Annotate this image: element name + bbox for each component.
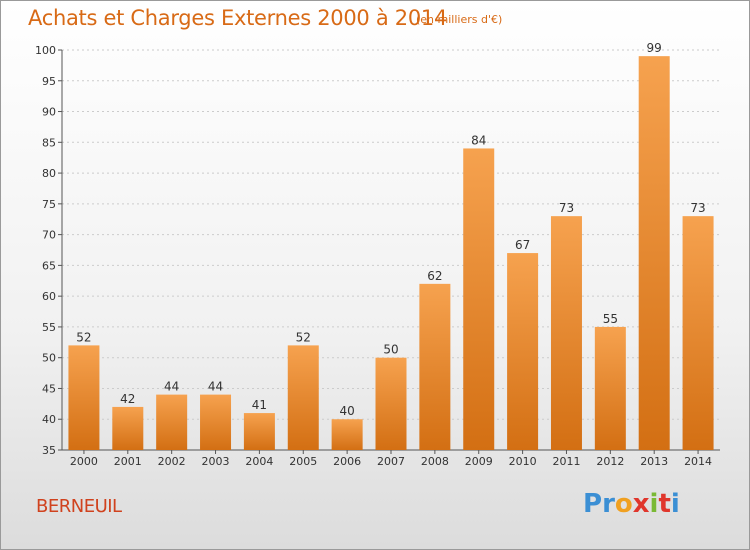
- x-tick-label: 2003: [202, 455, 230, 468]
- data-label: 52: [296, 330, 311, 344]
- logo-letter: i: [670, 489, 680, 519]
- logo-letter: x: [632, 489, 650, 519]
- bar-2000: [68, 345, 100, 450]
- data-label: 40: [339, 404, 354, 418]
- logo-letter: P: [583, 489, 603, 519]
- bar-2003: [200, 394, 232, 450]
- data-label: 73: [559, 201, 574, 215]
- y-tick-label: 90: [42, 106, 56, 119]
- bar-2014: [682, 216, 714, 450]
- x-tick-label: 2000: [70, 455, 98, 468]
- bar-2012: [594, 326, 626, 450]
- data-label: 67: [515, 238, 530, 252]
- bar-2007: [375, 357, 407, 450]
- x-tick-label: 2011: [552, 455, 580, 468]
- data-label: 55: [603, 312, 618, 326]
- logo-letter: r: [602, 489, 615, 519]
- data-label: 99: [647, 41, 662, 55]
- x-tick-label: 2001: [114, 455, 142, 468]
- y-tick-label: 60: [42, 290, 56, 303]
- bars: [68, 56, 714, 451]
- x-tick-label: 2013: [640, 455, 668, 468]
- x-tick-label: 2012: [596, 455, 624, 468]
- bar-2004: [243, 413, 275, 450]
- bar-2008: [419, 283, 451, 450]
- data-label: 42: [120, 392, 135, 406]
- proxiti-logo[interactable]: Proxiti: [583, 489, 680, 519]
- y-tick-label: 55: [42, 321, 56, 334]
- x-tick-label: 2008: [421, 455, 449, 468]
- y-tick-label: 45: [42, 382, 56, 395]
- y-tick-label: 75: [42, 198, 56, 211]
- y-tick-label: 100: [35, 44, 56, 57]
- chart-subtitle: (en milliers d'€): [416, 13, 503, 26]
- bar-2010: [507, 253, 539, 450]
- data-label: 52: [76, 330, 91, 344]
- x-tick-label: 2014: [684, 455, 712, 468]
- x-tick-label: 2004: [245, 455, 273, 468]
- bar-2006: [331, 419, 363, 450]
- y-tick-label: 65: [42, 259, 56, 272]
- axes: 35 40 45 50 55 60 65 70 75 80 85 90 95 100 2000 2001 200…: [35, 44, 720, 468]
- bar-2011: [550, 216, 582, 450]
- logo-letter: t: [658, 489, 671, 519]
- data-label: 41: [252, 398, 267, 412]
- x-tick-label: 2002: [158, 455, 186, 468]
- y-tick-label: 80: [42, 167, 56, 180]
- bar-2001: [112, 406, 144, 450]
- data-labels: 52 42 44 44 41 52 40 50 62 84 67 73 55 99 73: [76, 41, 705, 418]
- x-tick-label: 2009: [465, 455, 493, 468]
- data-label: 62: [427, 269, 442, 283]
- y-tick-label: 35: [42, 444, 56, 457]
- y-tick-label: 40: [42, 413, 56, 426]
- x-tick-label: 2007: [377, 455, 405, 468]
- y-tick-label: 95: [42, 75, 56, 88]
- bar-2013: [638, 56, 670, 451]
- data-label: 73: [690, 201, 705, 215]
- y-tick-label: 50: [42, 352, 56, 365]
- data-label: 44: [164, 380, 179, 394]
- logo-letter: o: [614, 489, 633, 519]
- x-tick-label: 2005: [289, 455, 317, 468]
- chart-title: Achats et Charges Externes 2000 à 2014: [28, 6, 448, 30]
- logo-letter: i: [649, 489, 659, 519]
- x-tick-label: 2010: [509, 455, 537, 468]
- data-label: 50: [383, 343, 398, 357]
- bar-2002: [156, 394, 188, 450]
- bar-2009: [463, 148, 495, 450]
- bar-2005: [287, 345, 319, 450]
- y-tick-label: 85: [42, 136, 56, 149]
- commune-name: BERNEUIL: [36, 496, 122, 517]
- data-label: 84: [471, 133, 486, 147]
- data-label: 44: [208, 380, 223, 394]
- y-tick-label: 70: [42, 229, 56, 242]
- x-tick-label: 2006: [333, 455, 361, 468]
